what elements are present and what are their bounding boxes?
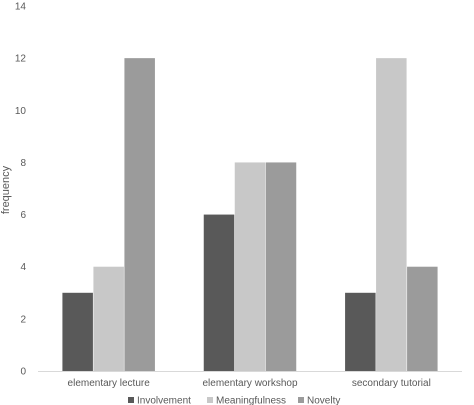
legend-swatch-meaningfulness (207, 397, 213, 403)
bar-involvement-2 (203, 214, 235, 371)
x-tick-label: elementary workshop (202, 378, 297, 389)
bar-novelty-1 (124, 58, 155, 371)
y-tick-label: 10 (15, 106, 27, 117)
y-axis-title: frequency (0, 165, 12, 214)
legend-swatch-novelty (298, 397, 304, 403)
bar-involvement-1 (62, 292, 93, 371)
legend-label-involvement: Involvement (137, 396, 191, 405)
x-tick-label: elementary lecture (68, 378, 151, 389)
y-tick-label: 4 (20, 262, 26, 273)
bar-novelty-2 (265, 162, 297, 371)
y-tick-label: 2 (20, 314, 26, 325)
bar-involvement-3 (345, 292, 376, 371)
legend-swatch-involvement (128, 397, 134, 403)
y-tick-label: 6 (20, 210, 26, 221)
y-axis: 0 2 4 6 8 10 12 14 (15, 2, 27, 378)
bar-meaningfulness-2 (234, 162, 266, 371)
y-tick-label: 8 (20, 158, 26, 169)
legend-label-novelty: Novelty (307, 396, 340, 405)
bar-meaningfulness-1 (93, 266, 124, 371)
bar-novelty-3 (407, 266, 438, 371)
legend-label-meaningfulness: Meaningfulness (216, 396, 286, 405)
x-axis: elementary lecture elementary workshop sec… (38, 371, 462, 389)
bar-meaningfulness-3 (376, 58, 407, 371)
x-tick-label: secondary tutorial (352, 378, 431, 389)
y-tick-label: 14 (15, 2, 27, 13)
y-tick-label: 12 (15, 54, 27, 65)
y-tick-label: 0 (20, 367, 26, 378)
legend: Involvement Meaningfulness Novelty (128, 396, 340, 405)
bars (62, 58, 438, 371)
